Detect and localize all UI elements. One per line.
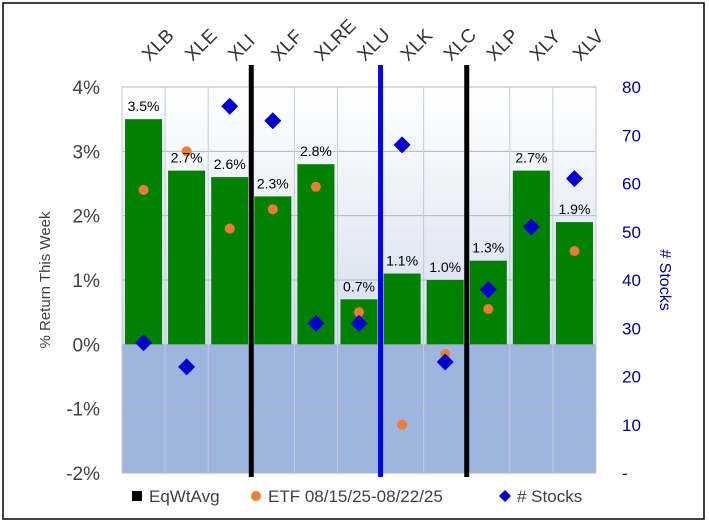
etf-dot-xlp [483, 303, 494, 314]
stocks-diamond-xlf [264, 112, 282, 130]
etf-dot-xlv [569, 246, 580, 257]
y2-tick-label: 70 [622, 126, 641, 145]
etf-dot-xlre [310, 181, 321, 192]
y2-tick-label: 50 [622, 223, 641, 242]
etf-dot-xlb [138, 184, 149, 195]
legend-label: ETF 08/15/25-08/22/25 [268, 487, 443, 506]
legend: EqWtAvg ETF 08/15/25-08/22/25 # Stocks [132, 487, 582, 506]
bar-label-xly: 2.7% [515, 150, 547, 166]
y-tick-label: 0% [73, 335, 101, 356]
bar-xlp [469, 260, 507, 345]
stocks-diamond-xli [221, 97, 239, 115]
legend-circle-icon [251, 491, 261, 501]
bar-label-xlp: 1.3% [472, 240, 504, 256]
group-dividers [248, 65, 470, 477]
y2-tick-label: 60 [622, 175, 641, 194]
y-tick-label: 2% [73, 207, 101, 228]
stocks-diamond-xlp [479, 281, 497, 299]
bar-xlk [383, 273, 421, 345]
legend-label: # Stocks [517, 487, 582, 506]
bar-label-xlc: 1.0% [429, 259, 461, 275]
stocks-diamond-xlc [436, 353, 454, 371]
legend-square-icon [132, 491, 142, 501]
stocks-series [135, 97, 583, 376]
stocks-diamond-xlk [393, 136, 411, 154]
stocks-diamond-xlre [307, 314, 325, 332]
bar-xli [211, 177, 249, 345]
y2-tick-label: 40 [622, 271, 641, 290]
bar-label-xlk: 1.1% [386, 253, 418, 269]
y-tick-label: 4% [73, 78, 101, 99]
y-tick-label: -2% [66, 464, 100, 485]
stocks-diamond-xlv [565, 170, 583, 188]
bar-label-xlb: 3.5% [128, 98, 160, 114]
etf-dot-xle [181, 146, 192, 157]
bar-xle [168, 170, 206, 345]
left-axis-ticks: -2% -1% 0% 1% 2% 3% 4% [66, 78, 100, 485]
stocks-diamond-xlb [135, 334, 153, 352]
bar-series [125, 119, 593, 345]
bar-label-xlre: 2.8% [300, 143, 332, 159]
etf-dot-xlu [354, 307, 364, 318]
y2-tick-label: - [622, 464, 628, 483]
etf-dot-xlf [267, 204, 278, 215]
bar-data-labels: 3.5% 2.7% 2.6% 2.3% 2.8% 0.7% 1.1% 1.0% 1.3% 2.7%… [128, 98, 591, 294]
y2-tick-label: 20 [622, 368, 641, 387]
legend-diamond-icon [499, 490, 511, 502]
etf-dot-xlk [397, 419, 408, 430]
bar-xlv [555, 222, 593, 345]
y2-axis-title: # Stocks [656, 249, 673, 310]
right-axis-ticks: - 10 20 30 40 50 60 70 80 [622, 78, 641, 483]
stocks-diamond-xle [178, 358, 196, 376]
bar-label-xlu: 0.7% [343, 278, 375, 294]
bar-xlre [297, 164, 335, 345]
bar-label-xle: 2.7% [171, 150, 203, 166]
y-tick-label: -1% [66, 400, 100, 421]
bar-label-xlv: 1.9% [558, 201, 590, 217]
bar-xlc [426, 280, 464, 345]
y-axis-title: % Return This Week [37, 211, 54, 348]
bar-xlf [254, 196, 292, 345]
y2-tick-label: 10 [622, 416, 641, 435]
y2-tick-label: 80 [622, 78, 641, 97]
bar-label-xli: 2.6% [214, 156, 246, 172]
stocks-diamond-xly [522, 218, 540, 236]
bar-xlb [125, 119, 163, 345]
etf-dot-xli [224, 223, 235, 234]
bar-label-xlf: 2.3% [257, 175, 289, 191]
stocks-diamond-xlu [350, 314, 368, 332]
y-tick-label: 1% [73, 271, 101, 292]
legend-label: EqWtAvg [149, 487, 220, 506]
bar-xly [512, 170, 550, 345]
y-tick-label: 3% [73, 142, 101, 163]
y2-tick-label: 30 [622, 319, 641, 338]
